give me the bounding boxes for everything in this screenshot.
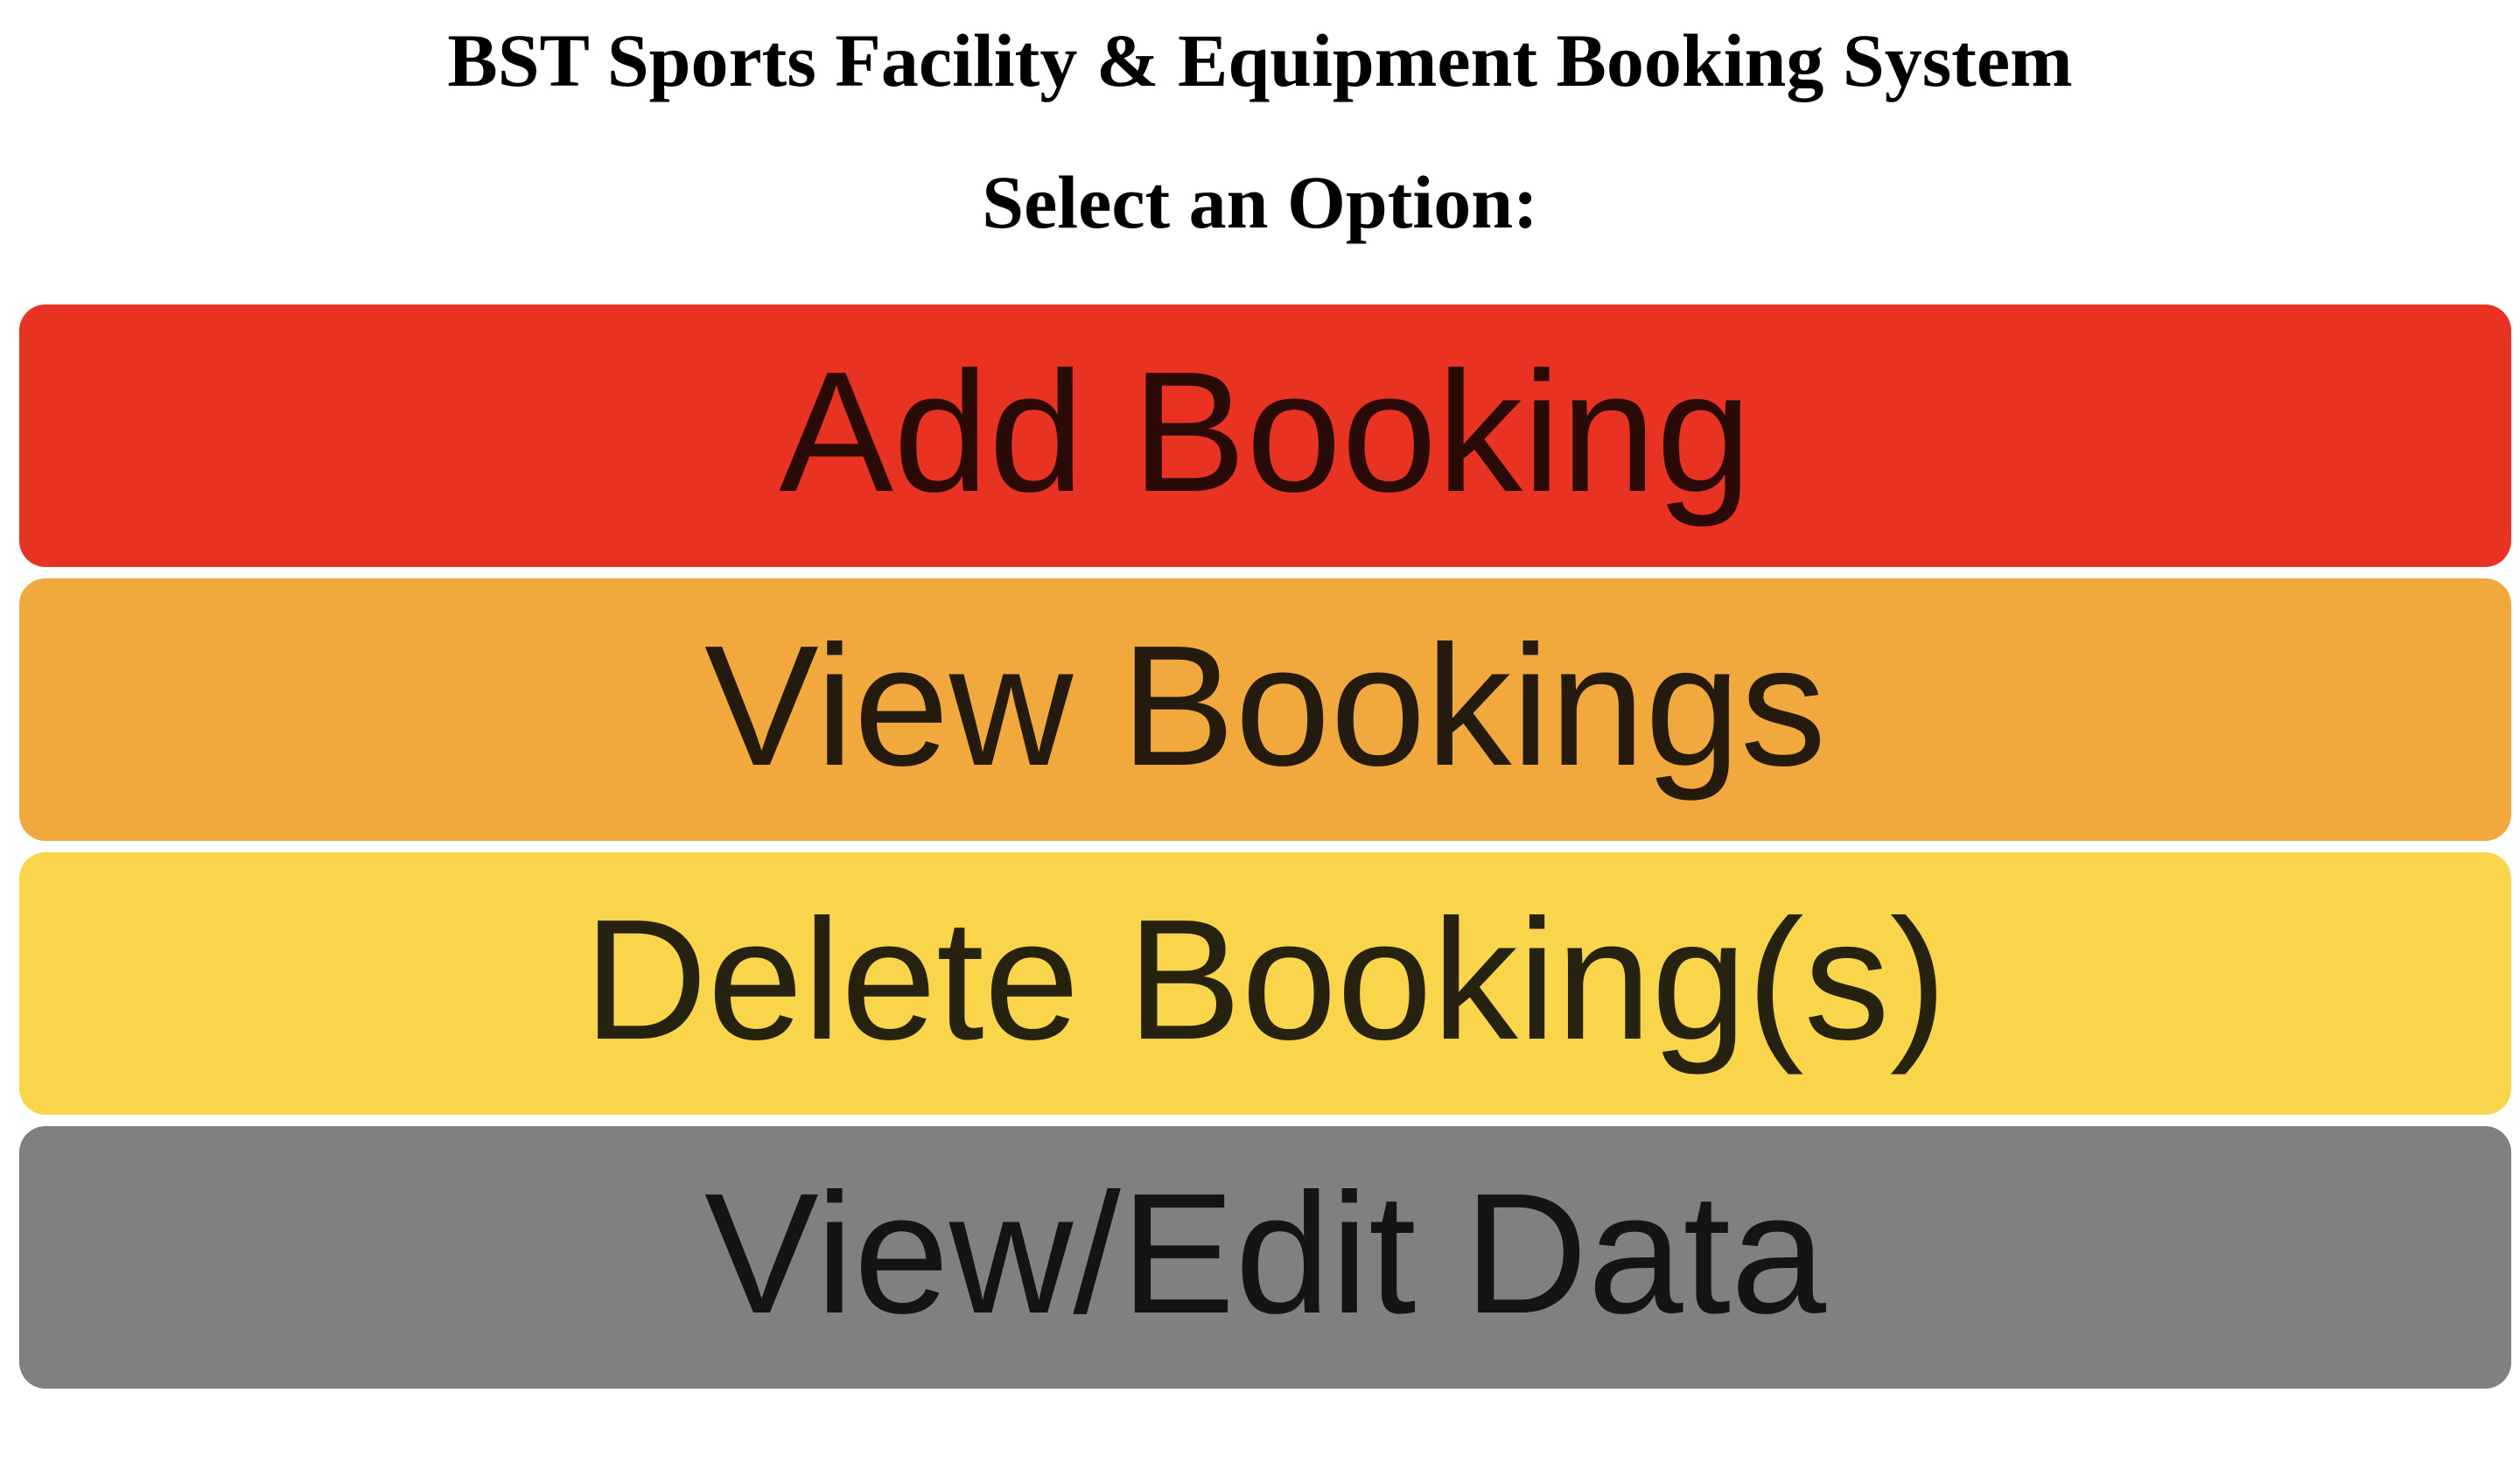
view-bookings-label: View Bookings: [704, 610, 1827, 802]
view-edit-data-label: View/Edit Data: [704, 1158, 1826, 1349]
select-option-heading: Select an Option:: [982, 160, 1538, 244]
view-edit-data-button[interactable]: View/Edit Data: [19, 1126, 2511, 1389]
app-title: BST Sports Facility & Equipment Booking …: [447, 18, 2073, 102]
option-list: Add Booking View Bookings Delete Booking…: [19, 304, 2511, 1400]
delete-bookings-label: Delete Booking(s): [584, 884, 1947, 1075]
view-bookings-button[interactable]: View Bookings: [19, 578, 2511, 841]
add-booking-label: Add Booking: [779, 336, 1752, 528]
add-booking-button[interactable]: Add Booking: [19, 304, 2511, 567]
delete-bookings-button[interactable]: Delete Booking(s): [19, 852, 2511, 1115]
